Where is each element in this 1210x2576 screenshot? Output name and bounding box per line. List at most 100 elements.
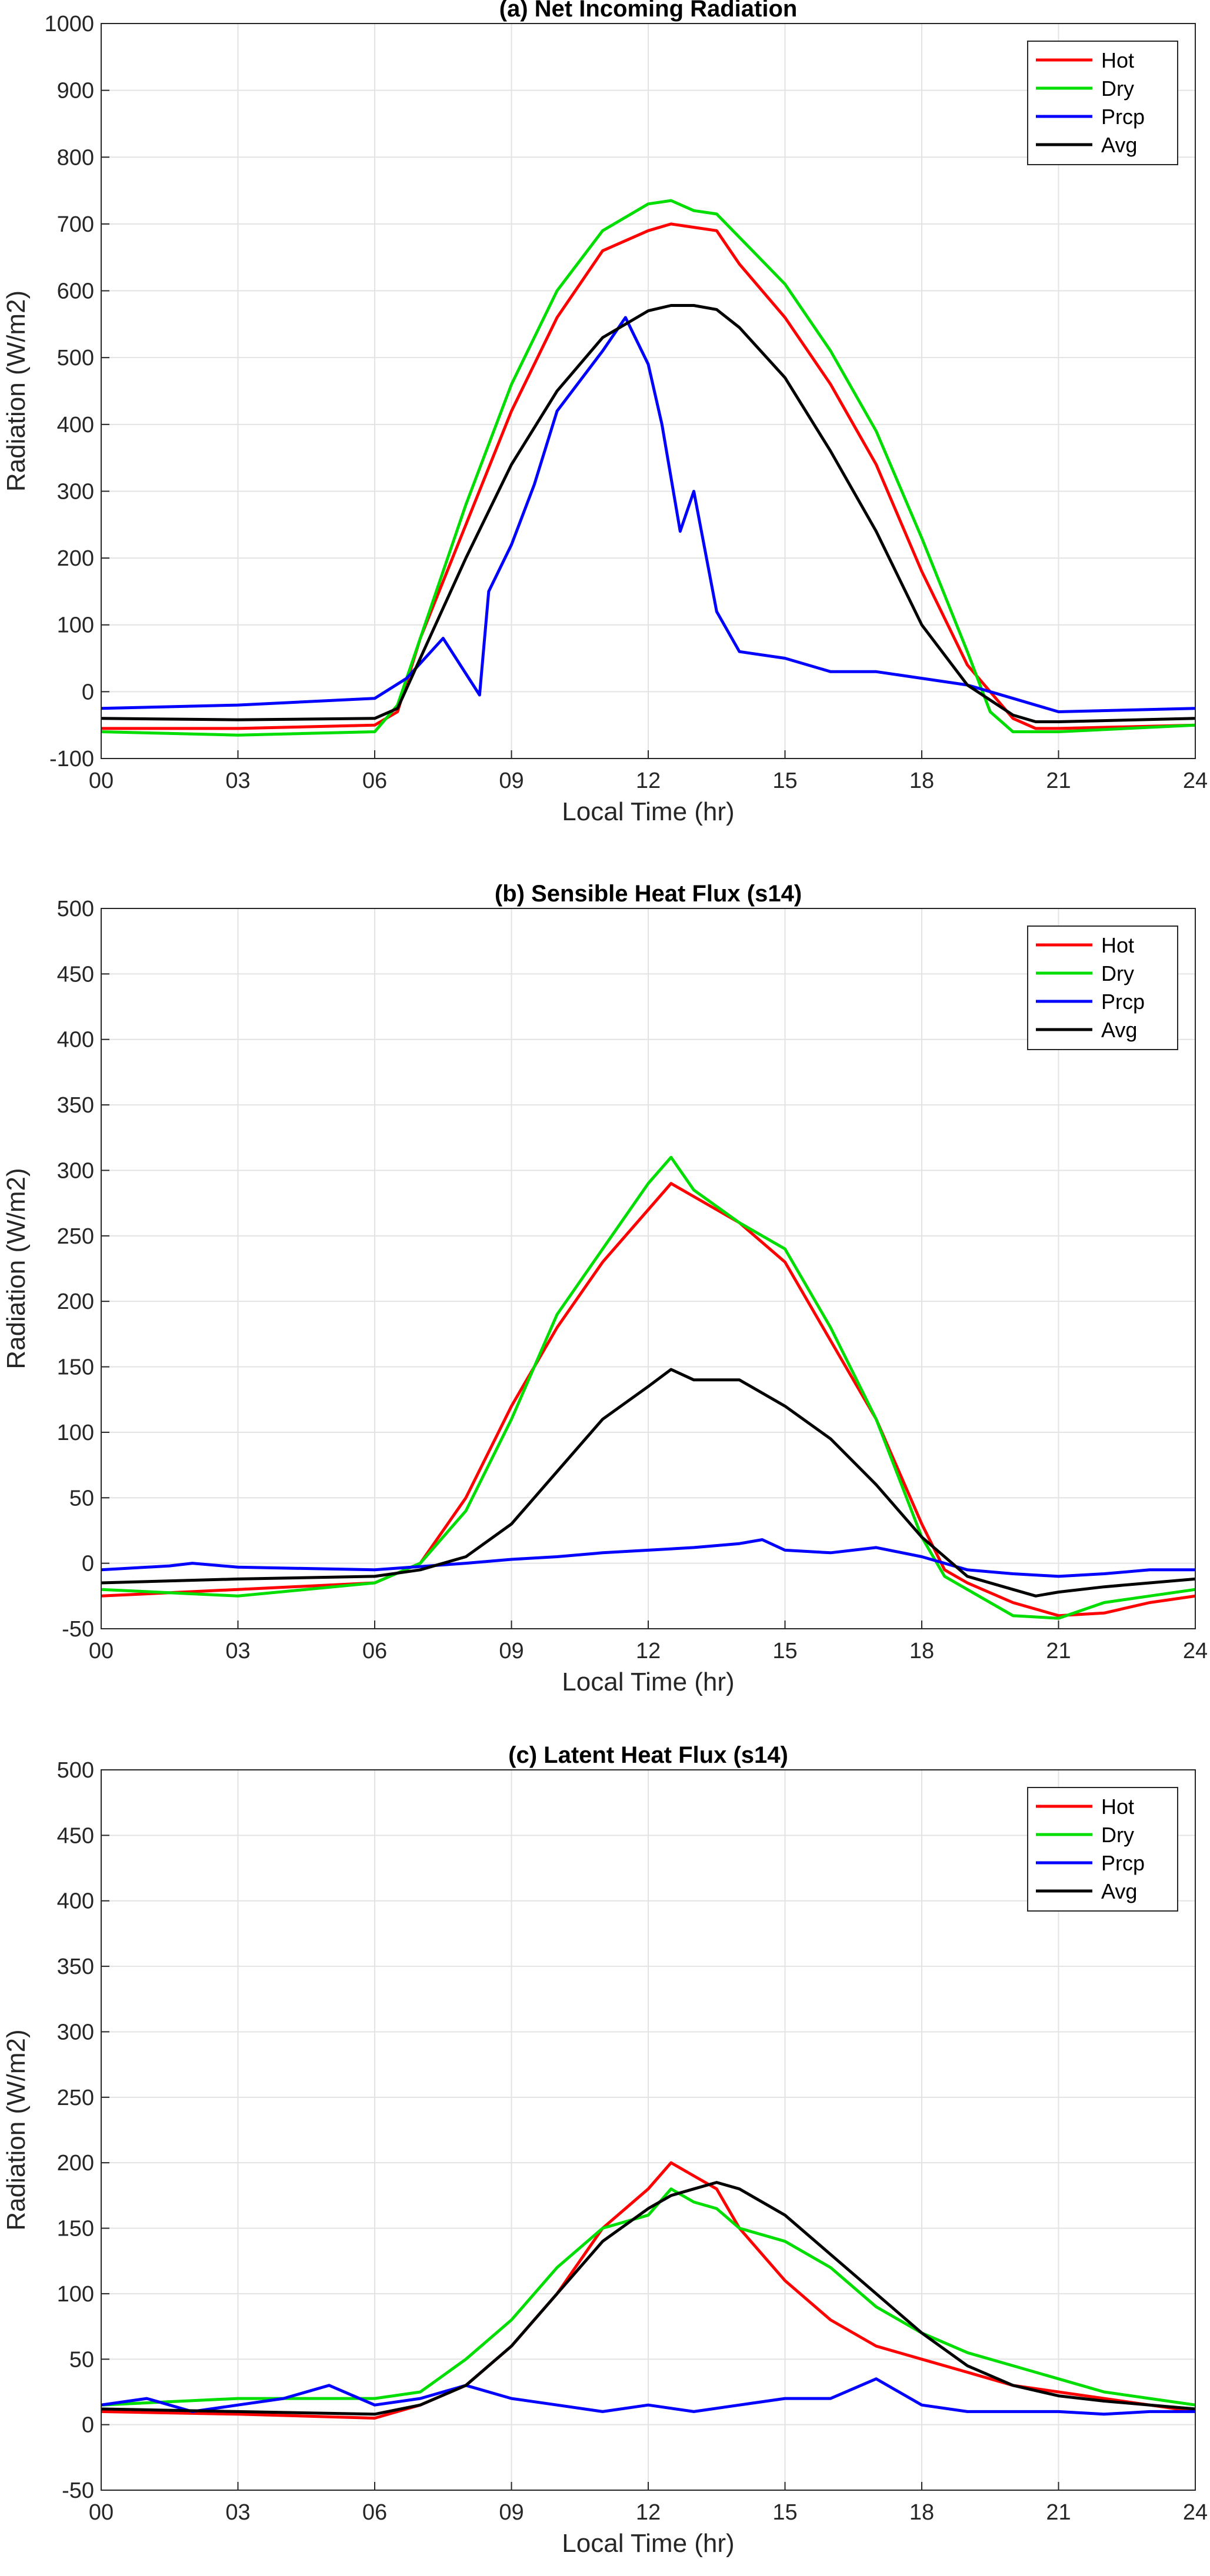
series-line-dry — [101, 199, 1195, 737]
x-tick-label: 12 — [636, 1639, 661, 1663]
series-group — [101, 1155, 1195, 1620]
y-tick-label: 100 — [57, 1421, 94, 1445]
y-tick-label: 400 — [57, 1028, 94, 1053]
chart-panel-1: 00 03 06 09 12 15 18 21 24 -100 0 100 200 300 400 500 60… — [2, 0, 1208, 826]
x-tick-label: 18 — [909, 1639, 934, 1663]
legend-label-dry: Dry — [1101, 961, 1134, 985]
x-tick-label: 03 — [225, 1639, 250, 1663]
x-tick-label: 15 — [772, 1639, 797, 1663]
x-tick-label: 21 — [1046, 769, 1071, 793]
x-tick-label: 06 — [362, 1639, 387, 1663]
series-line-dry — [101, 1155, 1195, 1620]
chart-title: (a) Net Incoming Radiation — [499, 0, 798, 22]
x-tick-label: 21 — [1046, 1639, 1071, 1663]
y-tick-label: 250 — [57, 1224, 94, 1249]
y-tick-label: 350 — [57, 1093, 94, 1118]
legend-label-prcp: Prcp — [1101, 105, 1145, 129]
x-tick-label: 03 — [225, 2500, 250, 2525]
x-tick-label: 06 — [362, 2500, 387, 2525]
y-axis-label: Radiation (W/m2) — [2, 1168, 31, 1369]
y-tick-label: 200 — [57, 2151, 94, 2176]
series-line-dry — [101, 2187, 1195, 2407]
x-tick-label: 12 — [636, 2500, 661, 2525]
x-tick-label: 12 — [636, 769, 661, 793]
y-tick-label: -50 — [62, 1617, 94, 1642]
x-tick-label: 09 — [499, 1639, 524, 1663]
y-tick-label: 0 — [82, 1552, 94, 1576]
y-tick-label: 800 — [57, 145, 94, 170]
series-line-avg — [101, 2181, 1195, 2416]
series-group — [101, 2161, 1195, 2420]
x-tick-label: 00 — [89, 1639, 114, 1663]
legend-label-hot: Hot — [1101, 933, 1134, 957]
y-tick-label: 400 — [57, 413, 94, 437]
y-tick-label: -50 — [62, 2478, 94, 2503]
y-tick-label: 100 — [57, 613, 94, 638]
y-tick-label: 500 — [57, 897, 94, 921]
y-tick-label: 150 — [57, 1355, 94, 1380]
y-tick-label: 300 — [57, 2020, 94, 2044]
series-line-prcp — [101, 316, 1195, 713]
legend-label-hot: Hot — [1101, 1795, 1134, 1819]
x-tick-label: 15 — [772, 2500, 797, 2525]
x-tick-label: 09 — [499, 769, 524, 793]
legend: Hot Dry Prcp Avg — [1027, 41, 1178, 165]
x-axis-label: Local Time (hr) — [562, 1668, 734, 1696]
x-tick-label: 18 — [909, 2500, 934, 2525]
series-line-prcp — [101, 1538, 1195, 1578]
y-tick-label: 400 — [57, 1889, 94, 1914]
y-tick-label: 150 — [57, 2217, 94, 2241]
y-tick-label: 200 — [57, 1289, 94, 1314]
y-tick-label: 500 — [57, 1758, 94, 1783]
legend-label-prcp: Prcp — [1101, 1851, 1145, 1875]
x-tick-label: 24 — [1183, 1639, 1208, 1663]
x-tick-label: 24 — [1183, 2500, 1208, 2525]
y-tick-label: 50 — [69, 1486, 94, 1511]
y-axis-label: Radiation (W/m2) — [2, 290, 31, 492]
legend: Hot Dry Prcp Avg — [1027, 926, 1178, 1050]
chart-title: (c) Latent Heat Flux (s14) — [508, 1742, 788, 1768]
series-group — [101, 199, 1195, 737]
legend-label-prcp: Prcp — [1101, 990, 1145, 1014]
legend-label-avg: Avg — [1101, 1879, 1137, 1903]
legend-label-hot: Hot — [1101, 48, 1134, 72]
y-tick-label: 250 — [57, 2086, 94, 2110]
x-tick-label: 24 — [1183, 769, 1208, 793]
y-tick-label: 700 — [57, 212, 94, 237]
series-line-avg — [101, 304, 1195, 723]
y-tick-label: 900 — [57, 79, 94, 103]
y-tick-label: 50 — [69, 2347, 94, 2372]
y-tick-label: 0 — [82, 2413, 94, 2438]
x-tick-label: 06 — [362, 769, 387, 793]
x-tick-label: 21 — [1046, 2500, 1071, 2525]
y-tick-label: 0 — [82, 680, 94, 704]
x-tick-label: 09 — [499, 2500, 524, 2525]
series-line-avg — [101, 1368, 1195, 1598]
x-axis-label: Local Time (hr) — [562, 797, 734, 826]
x-tick-label: 15 — [772, 769, 797, 793]
y-tick-label: 600 — [57, 279, 94, 304]
y-tick-label: 450 — [57, 1823, 94, 1848]
chart-panel-2: 00 03 06 09 12 15 18 21 24 -50 0 50 100 150 200 250 300 3… — [2, 881, 1208, 1696]
x-axis-label: Local Time (hr) — [562, 2529, 734, 2558]
legend: Hot Dry Prcp Avg — [1027, 1787, 1178, 1912]
y-tick-label: 1000 — [44, 12, 94, 36]
y-tick-label: 300 — [57, 1158, 94, 1183]
chart-title: (b) Sensible Heat Flux (s14) — [495, 881, 802, 907]
legend-label-dry: Dry — [1101, 1823, 1134, 1847]
y-tick-label: 450 — [57, 962, 94, 987]
x-tick-label: 03 — [225, 769, 250, 793]
y-tick-label: 500 — [57, 346, 94, 370]
x-tick-label: 00 — [89, 2500, 114, 2525]
y-tick-label: -100 — [49, 747, 94, 771]
x-tick-label: 00 — [89, 769, 114, 793]
chart-panel-3: 00 03 06 09 12 15 18 21 24 -50 0 50 100 150 200 250 300 3… — [2, 1742, 1208, 2558]
legend-label-dry: Dry — [1101, 76, 1134, 101]
series-line-prcp — [101, 2377, 1195, 2416]
y-tick-label: 100 — [57, 2282, 94, 2307]
y-tick-label: 200 — [57, 546, 94, 571]
y-axis-label: Radiation (W/m2) — [2, 2029, 31, 2230]
legend-label-avg: Avg — [1101, 1018, 1137, 1042]
x-tick-label: 18 — [909, 769, 934, 793]
